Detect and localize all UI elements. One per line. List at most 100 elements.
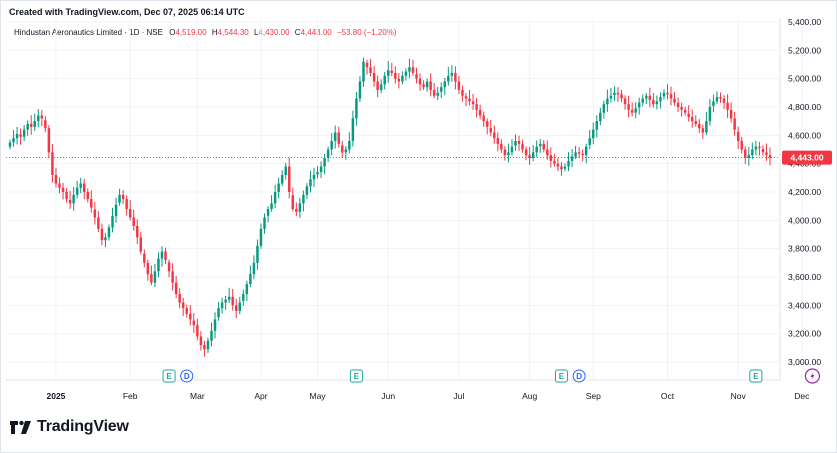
candle-body: [457, 81, 461, 90]
candle-body: [298, 203, 302, 212]
low-value: 4,430.00: [258, 28, 290, 37]
svg-text:E: E: [753, 372, 759, 381]
x-tick-label: May: [310, 391, 327, 401]
earnings-icon[interactable]: E: [749, 369, 763, 383]
candle-body: [242, 294, 245, 301]
svg-text:E: E: [166, 372, 172, 381]
candle-body: [450, 73, 454, 76]
candle-body: [592, 129, 595, 139]
time-axis[interactable]: 2025 Feb Mar Apr May Jun Jul Aug Sep Oct Nov Dec: [46, 391, 810, 401]
x-tick-label: Apr: [254, 391, 267, 401]
candle-body: [118, 194, 121, 203]
candle-body: [220, 302, 224, 309]
candle-body: [553, 160, 556, 164]
price-axis[interactable]: 5,400.00 5,200.00 5,000.00 4,800.00 4,600.00…: [788, 17, 821, 367]
candle-body: [316, 172, 319, 175]
candle-body: [581, 153, 584, 156]
candle-body: [443, 81, 447, 88]
x-tick-label: Jul: [453, 391, 464, 401]
candle-body: [351, 118, 355, 141]
candle-body: [606, 98, 609, 105]
candle-body: [181, 302, 185, 309]
candle-body: [178, 294, 181, 303]
candle-body: [227, 296, 231, 300]
dividend-icon[interactable]: D: [572, 369, 586, 383]
candle-body: [454, 73, 457, 82]
candle-body: [107, 227, 111, 238]
lightning-icon[interactable]: [804, 368, 821, 384]
candle-body: [751, 149, 754, 156]
candle-body: [280, 175, 284, 184]
candle-body: [468, 98, 471, 102]
candlestick-series: [8, 57, 772, 357]
candle-body: [729, 109, 733, 119]
candle-body: [86, 192, 90, 200]
candle-body: [22, 129, 26, 137]
last-price-tag-text: 4,443.00: [790, 153, 823, 163]
candle-body: [708, 107, 712, 122]
y-tick-label: 3,000.00: [788, 357, 821, 367]
candle-body: [489, 127, 492, 133]
candle-body: [531, 152, 535, 158]
candle-body: [82, 183, 86, 192]
candle-body: [8, 142, 12, 147]
candle-body: [415, 74, 418, 79]
candle-body: [234, 305, 238, 311]
candle-body: [634, 108, 637, 113]
candle-body: [659, 97, 662, 102]
candle-body: [690, 116, 694, 122]
candle-body: [270, 203, 273, 209]
candle-body: [673, 98, 676, 103]
candle-body: [528, 155, 531, 158]
created-with-caption: Created with TradingView.com, Dec 07, 20…: [9, 7, 245, 17]
candle-body: [37, 115, 40, 122]
candle-body: [630, 109, 634, 113]
candle-body: [436, 92, 439, 96]
symbol-legend[interactable]: Hindustan Aeronautics Limited · 1D · NSE…: [14, 28, 400, 37]
grid-lines: [6, 18, 803, 381]
x-tick-label: Feb: [123, 391, 138, 401]
candle-body: [648, 95, 652, 100]
earnings-icon[interactable]: E: [554, 369, 568, 383]
tradingview-logo[interactable]: TradingView: [10, 418, 129, 436]
dividend-icon[interactable]: D: [180, 369, 194, 383]
candle-body: [128, 209, 132, 218]
candle-body: [574, 152, 577, 157]
y-tick-label: 5,200.00: [788, 45, 821, 55]
candle-body: [100, 228, 104, 241]
y-tick-label: 4,200.00: [788, 187, 821, 197]
candle-body: [295, 209, 298, 212]
candle-body: [192, 320, 196, 326]
candle-body: [252, 262, 256, 275]
candle-body: [330, 141, 333, 150]
candle-body: [680, 107, 683, 110]
candle-body: [44, 120, 47, 129]
candle-body: [291, 195, 295, 209]
candle-body: [164, 251, 167, 260]
candle-body: [40, 115, 44, 119]
candle-body: [379, 84, 383, 90]
candle-body: [447, 75, 450, 82]
candle-body: [397, 78, 401, 82]
candle-body: [694, 121, 698, 124]
candle-body: [411, 67, 415, 73]
candle-body: [277, 183, 280, 192]
y-tick-label: 5,400.00: [788, 17, 821, 27]
svg-text:E: E: [354, 372, 360, 381]
change-value: −53.80 (−1.20%): [336, 28, 397, 37]
earnings-icon[interactable]: E: [349, 369, 363, 383]
tradingview-logo-icon: [10, 420, 31, 434]
candle-body: [765, 152, 768, 156]
open-value: 4,519.00: [175, 28, 207, 37]
x-tick-label: Nov: [731, 391, 747, 401]
y-tick-label: 3,600.00: [788, 272, 821, 282]
earnings-icon[interactable]: E: [162, 369, 176, 383]
candle-body: [362, 61, 365, 82]
candle-body: [652, 99, 655, 105]
candle-body: [616, 92, 620, 95]
y-tick-label: 3,400.00: [788, 300, 821, 310]
candle-body: [153, 271, 157, 283]
candle-body: [93, 209, 97, 218]
candle-body: [199, 336, 203, 345]
